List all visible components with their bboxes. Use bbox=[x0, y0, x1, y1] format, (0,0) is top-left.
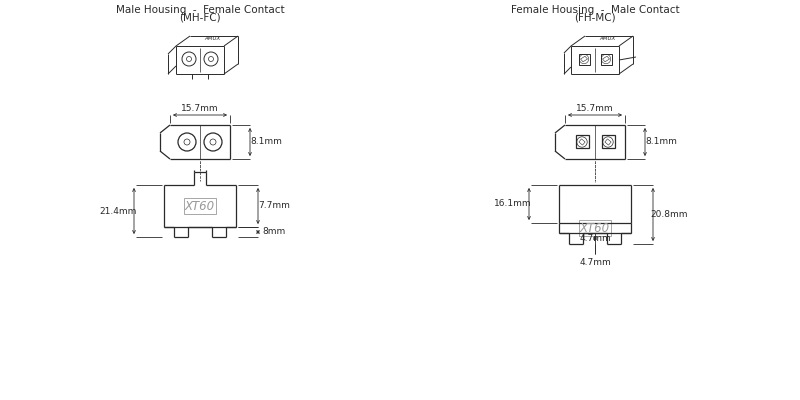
Bar bbox=[184, 198, 216, 214]
Text: AMUX: AMUX bbox=[599, 36, 615, 42]
Text: 20.8mm: 20.8mm bbox=[650, 210, 688, 219]
Text: 15.7mm: 15.7mm bbox=[181, 104, 219, 113]
Bar bbox=[579, 220, 611, 236]
Bar bbox=[601, 54, 611, 64]
Bar bbox=[602, 135, 615, 148]
Bar bbox=[578, 54, 590, 64]
Text: Male Housing  -  Female Contact: Male Housing - Female Contact bbox=[116, 5, 284, 15]
Bar bbox=[576, 135, 589, 148]
Text: (FH-MC): (FH-MC) bbox=[574, 13, 616, 23]
Text: 15.7mm: 15.7mm bbox=[576, 104, 614, 113]
Text: AMUX: AMUX bbox=[204, 36, 220, 42]
Text: 4.7mm: 4.7mm bbox=[579, 258, 611, 267]
Text: 16.1mm: 16.1mm bbox=[494, 200, 532, 208]
Text: 21.4mm: 21.4mm bbox=[99, 206, 137, 216]
Text: 8.1mm: 8.1mm bbox=[645, 138, 677, 146]
Text: 7.7mm: 7.7mm bbox=[258, 202, 290, 210]
Text: (MH-FC): (MH-FC) bbox=[179, 13, 221, 23]
Text: Female Housing  -  Male Contact: Female Housing - Male Contact bbox=[510, 5, 679, 15]
Text: 4.7mm: 4.7mm bbox=[579, 234, 611, 243]
Text: XT60: XT60 bbox=[185, 200, 215, 212]
Text: 8mm: 8mm bbox=[262, 228, 286, 236]
Text: 8.1mm: 8.1mm bbox=[250, 138, 282, 146]
Text: XT60: XT60 bbox=[580, 222, 610, 234]
